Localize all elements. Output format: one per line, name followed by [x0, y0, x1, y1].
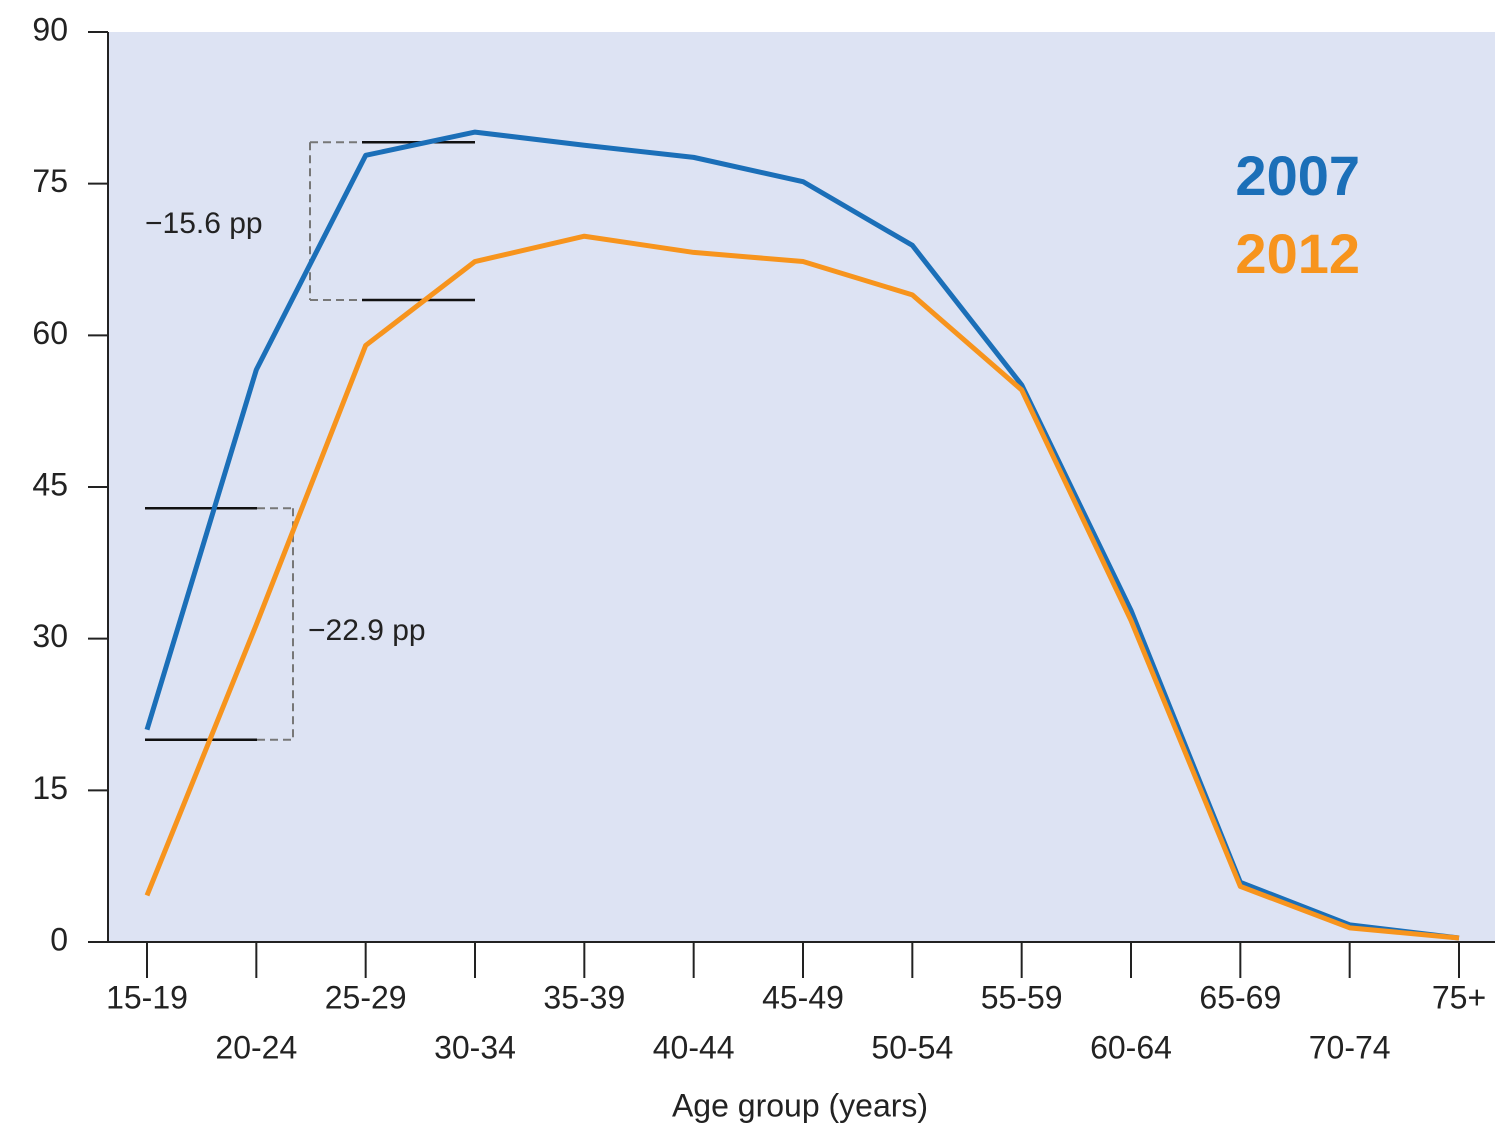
x-tick-label: 15-19	[106, 979, 188, 1015]
x-tick-label: 60-64	[1090, 1029, 1172, 1065]
x-tick-label: 50-54	[871, 1029, 953, 1065]
x-tick-label: 75+	[1432, 979, 1486, 1015]
x-tick-label: 35-39	[543, 979, 625, 1015]
legend-label: 2007	[1235, 144, 1360, 207]
x-tick-label: 45-49	[762, 979, 844, 1015]
x-tick-label: 20-24	[215, 1029, 297, 1065]
y-tick-label: 60	[32, 315, 68, 351]
y-tick-label: 15	[32, 770, 68, 806]
x-axis-title: Age group (years)	[672, 1087, 928, 1123]
x-tick-label: 65-69	[1199, 979, 1281, 1015]
legend-label: 2012	[1235, 222, 1360, 285]
x-tick-label: 55-59	[981, 979, 1063, 1015]
x-tick-label: 70-74	[1309, 1029, 1391, 1065]
y-tick-label: 45	[32, 466, 68, 502]
y-tick-label: 75	[32, 163, 68, 199]
series-line	[144, 233, 1460, 941]
annotation-label: −15.6 pp	[145, 207, 263, 240]
x-tick-label: 40-44	[653, 1029, 735, 1065]
y-tick-label: 30	[32, 618, 68, 654]
annotation-label: −22.9 pp	[308, 614, 426, 647]
y-tick-label: 90	[32, 11, 68, 47]
x-tick-label: 25-29	[325, 979, 407, 1015]
y-tick-label: 0	[50, 921, 68, 957]
x-tick-label: 30-34	[434, 1029, 516, 1065]
